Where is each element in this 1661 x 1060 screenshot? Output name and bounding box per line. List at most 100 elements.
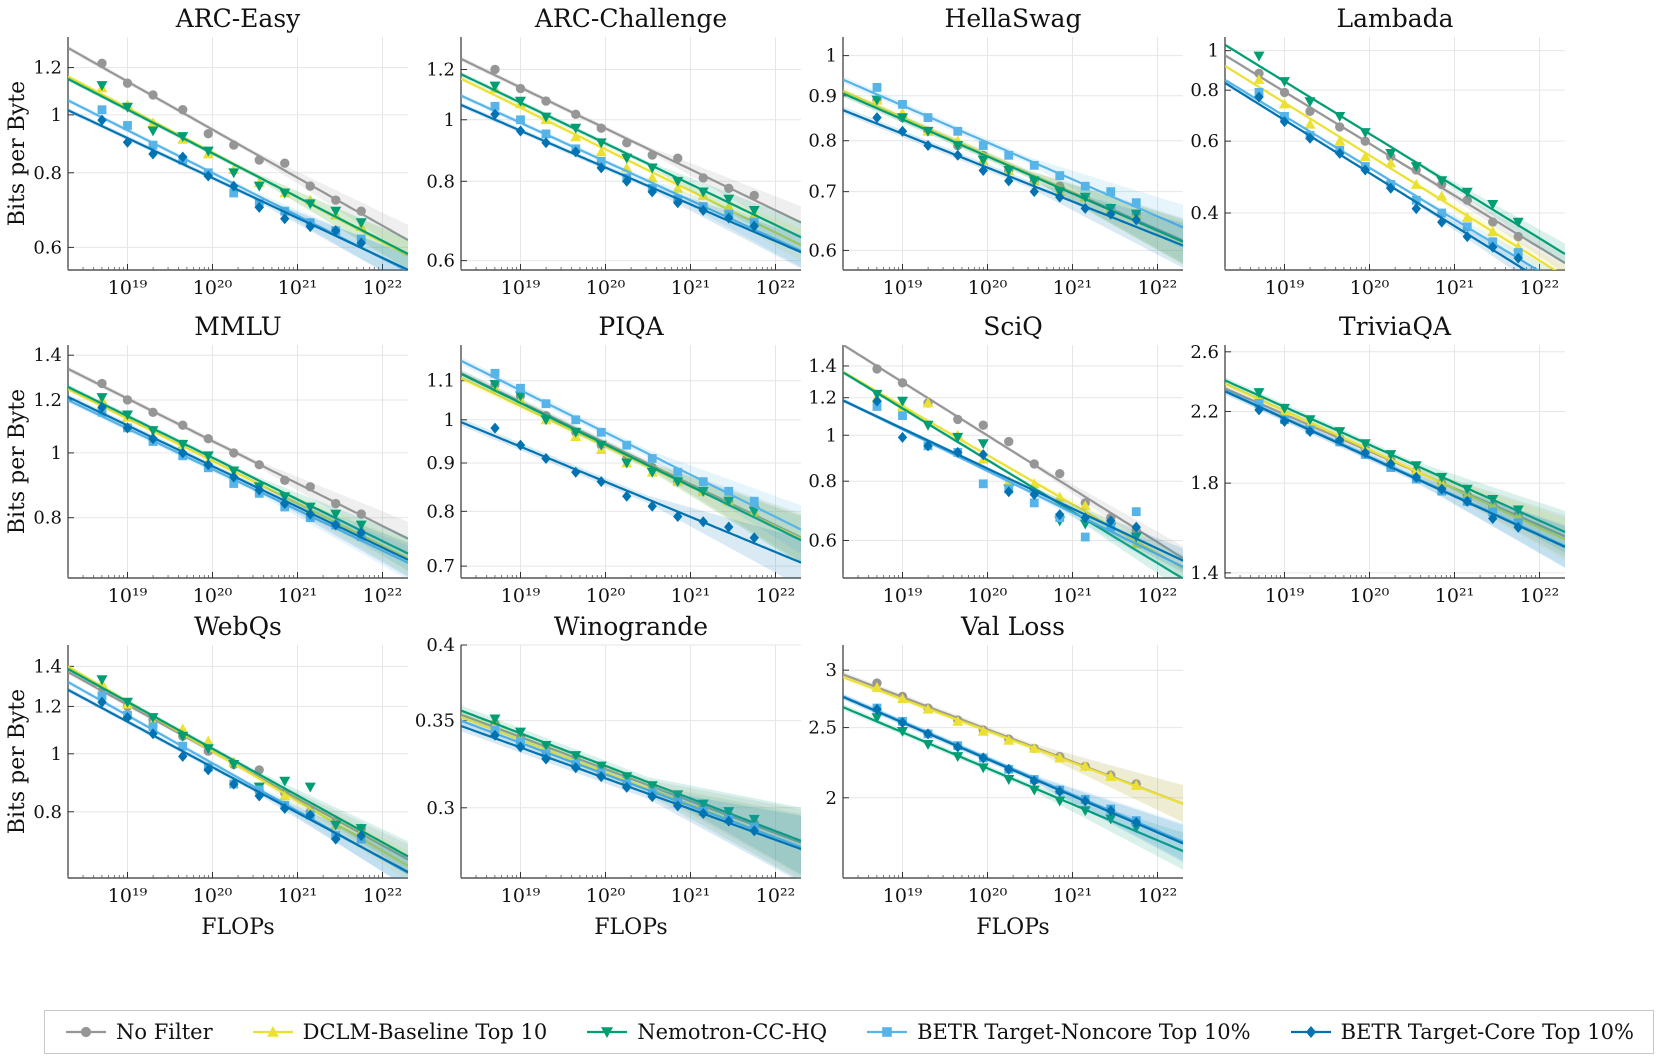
point-dclm-baseline-top-10 (1079, 500, 1091, 511)
point-betr-target-core-top-10 (1131, 214, 1141, 226)
legend-item-dclm-baseline-top-10: DCLM-Baseline Top 10 (251, 1020, 547, 1044)
point-betr-target-core-top-10 (1055, 191, 1065, 203)
point-no-filter (148, 90, 158, 100)
point-betr-target-core-top-10 (596, 476, 606, 488)
y-tick-label: 1 (444, 110, 455, 131)
point-nemotron-cc-hq (202, 744, 214, 755)
legend-swatch-triangle-down-icon (587, 1027, 628, 1038)
point-dclm-baseline-top-10 (202, 735, 214, 746)
y-tick-label: 2.2 (1190, 401, 1219, 422)
point-no-filter (897, 378, 908, 388)
point-betr-target-core-top-10 (331, 833, 341, 845)
point-betr-target-core-top-10 (1335, 434, 1345, 446)
point-betr-target-noncore-top-10 (596, 427, 606, 437)
x-tick-label: 10²² (1138, 885, 1177, 907)
point-dclm-baseline-top-10 (1385, 157, 1397, 168)
y-tick-label: 0.4 (1190, 203, 1219, 224)
point-betr-target-core-top-10 (356, 237, 366, 249)
point-betr-target-core-top-10 (203, 764, 213, 776)
point-nemotron-cc-hq (1385, 450, 1397, 461)
point-betr-target-core-top-10 (923, 140, 933, 152)
point-nemotron-cc-hq (871, 713, 883, 724)
x-tick-label: 10²⁰ (193, 885, 233, 907)
point-dclm-baseline-top-10 (922, 703, 934, 714)
point-dclm-baseline-top-10 (871, 681, 883, 692)
point-betr-target-core-top-10 (923, 728, 933, 740)
point-betr-target-core-top-10 (897, 431, 908, 443)
point-betr-target-core-top-10 (698, 516, 708, 528)
point-nemotron-cc-hq (1253, 388, 1265, 398)
point-nemotron-cc-hq (202, 146, 214, 157)
legend-item-betr-target-core-top-10: BETR Target-Core Top 10% (1289, 1020, 1634, 1044)
series-line-betr-target-core-top-10 (68, 396, 408, 561)
point-nemotron-cc-hq (1079, 192, 1091, 203)
panel-title: TriviaQA (1339, 312, 1452, 341)
point-no-filter (122, 78, 133, 88)
point-nemotron-cc-hq (922, 420, 934, 431)
point-dclm-baseline-top-10 (1334, 135, 1346, 146)
point-nemotron-cc-hq (952, 752, 964, 763)
point-betr-target-core-top-10 (673, 800, 683, 812)
panel-title: Val Loss (960, 612, 1065, 641)
series-line-betr-target-core-top-10 (461, 103, 801, 254)
point-betr-target-core-top-10 (1029, 186, 1039, 198)
series-line-nemotron-cc-hq (461, 372, 801, 542)
point-betr-target-core-top-10 (1360, 164, 1370, 176)
point-betr-target-core-top-10 (203, 459, 213, 471)
point-betr-target-core-top-10 (122, 711, 133, 723)
point-no-filter (254, 460, 264, 470)
point-nemotron-cc-hq (355, 520, 367, 531)
point-betr-target-core-top-10 (490, 422, 500, 434)
point-nemotron-cc-hq (515, 96, 526, 107)
legend-item-betr-target-noncore-top-10: BETR Target-Noncore Top 10% (865, 1020, 1251, 1044)
point-nemotron-cc-hq (646, 163, 658, 174)
point-betr-target-core-top-10 (280, 213, 290, 225)
point-betr-target-core-top-10 (923, 440, 933, 452)
point-betr-target-core-top-10 (280, 803, 290, 815)
x-tick-label: 10²¹ (671, 277, 710, 299)
point-betr-target-core-top-10 (122, 422, 133, 434)
x-tick-label: 10²⁰ (586, 277, 626, 299)
panel-title: SciQ (983, 312, 1043, 341)
point-nemotron-cc-hq (897, 396, 908, 407)
point-no-filter (97, 378, 107, 389)
point-nemotron-cc-hq (330, 820, 342, 831)
point-nemotron-cc-hq (515, 727, 526, 738)
point-dclm-baseline-top-10 (1304, 118, 1316, 129)
point-betr-target-core-top-10 (97, 114, 107, 126)
y-axis-label: Bits per Byte (5, 689, 30, 834)
x-tick-label: 10²¹ (278, 885, 317, 907)
point-no-filter (203, 129, 213, 139)
y-tick-label: 0.8 (33, 163, 62, 184)
y-tick-label: 0.8 (33, 802, 62, 823)
y-tick-label: 1.4 (1190, 563, 1219, 584)
x-tick-label: 10²⁰ (968, 585, 1008, 607)
point-dclm-baseline-top-10 (897, 693, 908, 704)
point-nemotron-cc-hq (1436, 176, 1448, 187)
point-nemotron-cc-hq (922, 126, 934, 137)
point-betr-target-noncore-top-10 (898, 411, 907, 421)
point-betr-target-noncore-top-10 (516, 115, 525, 125)
y-tick-label: 0.8 (1190, 80, 1219, 101)
point-no-filter (1462, 195, 1472, 205)
panel-title: WebQs (194, 612, 282, 641)
y-tick-label: 1 (826, 46, 837, 67)
point-nemotron-cc-hq (1003, 775, 1015, 785)
point-betr-target-core-top-10 (356, 830, 366, 842)
point-dclm-baseline-top-10 (1028, 742, 1040, 753)
point-no-filter (229, 448, 239, 458)
point-betr-target-core-top-10 (178, 447, 188, 459)
point-no-filter (571, 109, 581, 119)
point-no-filter (178, 420, 188, 430)
point-betr-target-core-top-10 (280, 498, 290, 510)
point-nemotron-cc-hq (515, 391, 526, 402)
legend-swatch-square-icon (867, 1027, 908, 1037)
x-tick-label: 10²² (1520, 585, 1559, 607)
point-betr-target-core-top-10 (356, 527, 366, 539)
point-no-filter (647, 150, 657, 160)
point-nemotron-cc-hq (304, 502, 316, 513)
point-dclm-baseline-top-10 (1130, 779, 1142, 790)
point-nemotron-cc-hq (1279, 77, 1290, 88)
point-nemotron-cc-hq (952, 141, 964, 152)
point-nemotron-cc-hq (723, 194, 735, 205)
